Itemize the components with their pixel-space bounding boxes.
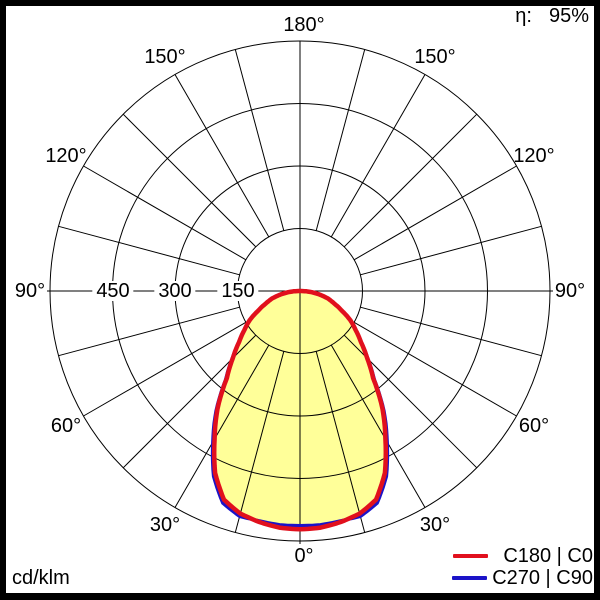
grid-spoke xyxy=(83,321,247,417)
grid-spoke xyxy=(330,74,426,238)
grid-spoke xyxy=(315,49,366,231)
grid-spoke xyxy=(330,344,426,508)
grid-spoke xyxy=(343,113,478,248)
angle-label-top-180: 180° xyxy=(283,14,325,36)
angle-label-right-90: 90° xyxy=(554,280,586,302)
angle-label-left-30: 30° xyxy=(149,514,181,536)
grid-spoke xyxy=(83,165,247,261)
angle-label-right-30: 30° xyxy=(419,514,451,536)
legend-line-red xyxy=(453,554,489,558)
legend-label-c180-c0: C180 | C0 xyxy=(503,545,593,567)
legend-item-c270-c90: C270 | C90 xyxy=(452,567,593,589)
grid-spoke xyxy=(360,306,542,357)
angle-label-right-120: 120° xyxy=(513,145,555,167)
angle-label-right-60: 60° xyxy=(518,415,550,437)
grid-spoke xyxy=(58,306,240,357)
legend-line-blue xyxy=(452,576,488,580)
legend-label-c270-c90: C270 | C90 xyxy=(492,567,593,589)
grid-spoke xyxy=(122,113,257,248)
efficiency-readout: η: 95% xyxy=(515,6,589,26)
angle-label-right-150: 150° xyxy=(414,46,456,68)
curve-c180-c0 xyxy=(211,288,389,532)
efficiency-value: 95% xyxy=(548,5,589,27)
grid-spoke xyxy=(174,344,270,508)
angle-label-left-90: 90° xyxy=(14,280,46,302)
legend: C180 | C0 C270 | C90 xyxy=(452,545,593,589)
grid-spoke xyxy=(315,351,366,533)
angle-label-left-120: 120° xyxy=(45,145,87,167)
radial-tick-label-300: 300 xyxy=(154,281,196,301)
grid-spoke xyxy=(353,321,517,417)
grid-spoke xyxy=(174,74,270,238)
angle-label-left-60: 60° xyxy=(50,415,82,437)
grid-spoke xyxy=(234,351,285,533)
legend-item-c180-c0: C180 | C0 xyxy=(452,545,593,567)
grid-spoke xyxy=(58,225,240,276)
radial-tick-label-450: 450 xyxy=(92,281,134,301)
angle-label-left-150: 150° xyxy=(144,46,186,68)
grid-spoke xyxy=(234,49,285,231)
grid-spoke xyxy=(360,225,542,276)
radial-tick-label-150: 150 xyxy=(217,281,259,301)
unit-label: cd/klm xyxy=(12,567,70,589)
grid-spoke xyxy=(353,165,517,261)
angle-label-bottom-0: 0° xyxy=(294,545,314,567)
efficiency-label: η: xyxy=(515,5,532,27)
